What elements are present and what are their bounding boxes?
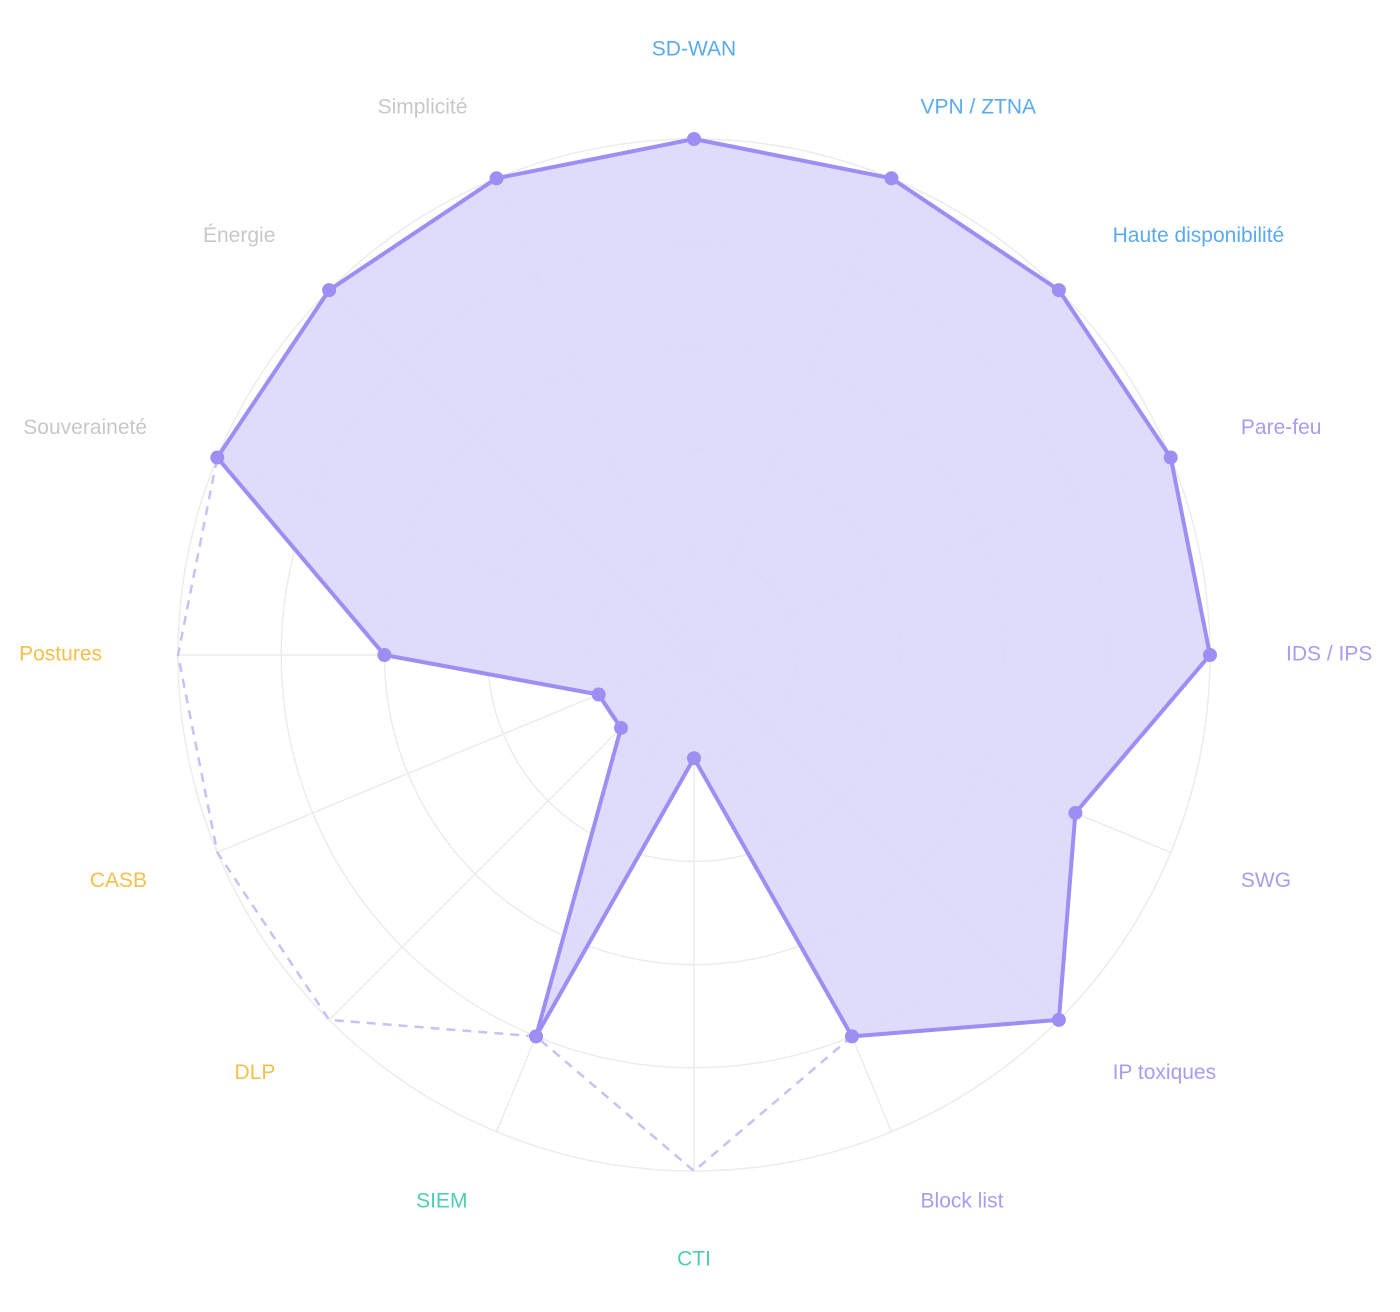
axis-label: DLP <box>235 1061 276 1084</box>
data-point <box>1068 805 1083 820</box>
axis-label: SD-WAN <box>652 38 736 61</box>
axis-label: VPN / ZTNA <box>921 96 1037 119</box>
axis-label: SIEM <box>416 1189 467 1212</box>
data-point <box>210 450 225 465</box>
axis-label: IP toxiques <box>1113 1061 1217 1084</box>
axis-label: Énergie <box>203 224 275 247</box>
data-point <box>529 1029 544 1044</box>
axis-label: IDS / IPS <box>1286 643 1372 666</box>
series-area <box>215 137 1212 1039</box>
data-point <box>489 171 504 186</box>
data-point <box>1051 1012 1066 1027</box>
axis-label: Simplicité <box>378 96 468 119</box>
axis-label: CASB <box>90 869 147 892</box>
data-point <box>1051 283 1066 298</box>
data-point <box>591 687 606 702</box>
data-point <box>614 720 629 735</box>
series-line <box>176 457 853 1173</box>
data-point <box>377 648 392 662</box>
data-point <box>687 751 701 766</box>
axis-label: SWG <box>1241 869 1291 892</box>
axis-label: Haute disponibilité <box>1113 224 1285 247</box>
axis-label: Souveraineté <box>23 416 147 439</box>
data-point <box>687 132 701 146</box>
axis-label: Postures <box>19 643 102 666</box>
data-point <box>844 1029 859 1044</box>
data-point <box>1163 450 1178 465</box>
axis-label: Block list <box>921 1189 1004 1212</box>
axis-label: Pare-feu <box>1241 416 1322 439</box>
data-point <box>884 171 899 186</box>
data-point <box>322 283 337 298</box>
axis-label: CTI <box>677 1248 711 1271</box>
data-point <box>1203 648 1217 662</box>
